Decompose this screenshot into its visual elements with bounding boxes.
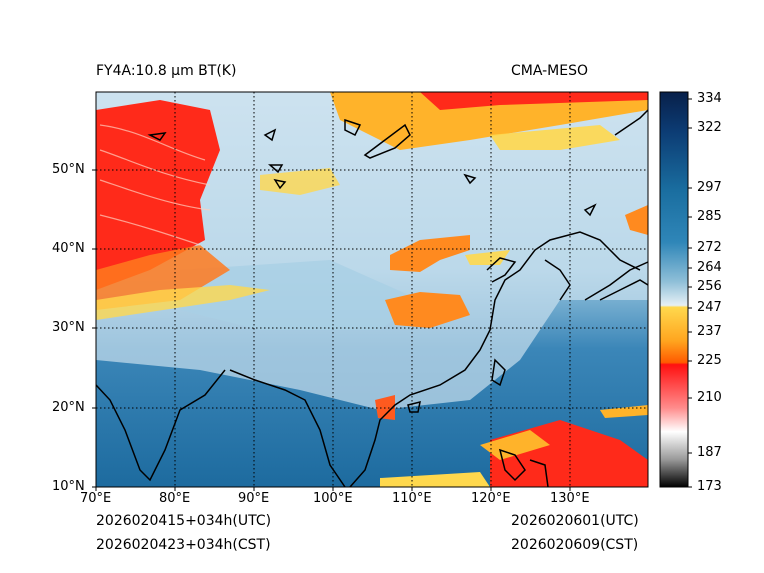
tibet-plateau bbox=[180, 260, 420, 330]
cloud-mid-china bbox=[390, 235, 470, 272]
colorbar-tick-label: 256 bbox=[697, 279, 722, 294]
lon-label: 130°E bbox=[550, 491, 590, 506]
colorbar-tick-label: 187 bbox=[697, 445, 722, 460]
colorbar-tick-label: 210 bbox=[697, 390, 722, 405]
colorbar-tick-label: 173 bbox=[697, 479, 722, 494]
lat-label: 10°N bbox=[52, 479, 85, 494]
gridlines bbox=[96, 92, 648, 487]
lon-label: 90°E bbox=[238, 491, 270, 506]
lon-label: 110°E bbox=[392, 491, 432, 506]
colorbar-tick-label: 247 bbox=[697, 300, 722, 315]
valid-time-utc: 2026020601(UTC) bbox=[511, 513, 639, 529]
lon-label: 80°E bbox=[159, 491, 191, 506]
lon-label: 120°E bbox=[471, 491, 511, 506]
init-time-cst: 2026020423+034h(CST) bbox=[96, 537, 271, 553]
map-title: FY4A:10.8 µm BT(K) bbox=[96, 63, 237, 79]
lon-label: 70°E bbox=[80, 491, 112, 506]
colorbar-tick-label: 225 bbox=[697, 353, 722, 368]
colorbar-tick-label: 285 bbox=[697, 209, 722, 224]
lon-label: 100°E bbox=[313, 491, 353, 506]
colorbar-tick-label: 297 bbox=[697, 180, 722, 195]
land-clear-region bbox=[96, 92, 648, 410]
colorbar-tick-label: 272 bbox=[697, 240, 722, 255]
lat-label: 40°N bbox=[52, 241, 85, 256]
map-frame bbox=[95, 91, 649, 488]
colorbar bbox=[659, 91, 689, 488]
colorbar-tick-label: 322 bbox=[697, 120, 722, 135]
cloud-east-china bbox=[385, 292, 470, 328]
colorbar-tick-label: 334 bbox=[697, 91, 722, 106]
cloud-band-west bbox=[96, 100, 220, 290]
colorbar-tick-label: 264 bbox=[697, 260, 722, 275]
cloud-band-west-edge bbox=[96, 245, 230, 310]
lat-label: 30°N bbox=[52, 320, 85, 335]
valid-time-cst: 2026020609(CST) bbox=[511, 537, 639, 553]
model-name: CMA-MESO bbox=[511, 63, 589, 79]
lat-label: 50°N bbox=[52, 162, 85, 177]
colorbar-tick-label: 237 bbox=[697, 324, 722, 339]
init-time-utc: 2026020415+034h(UTC) bbox=[96, 513, 272, 529]
coastlines bbox=[95, 109, 649, 488]
lat-label: 20°N bbox=[52, 400, 85, 415]
